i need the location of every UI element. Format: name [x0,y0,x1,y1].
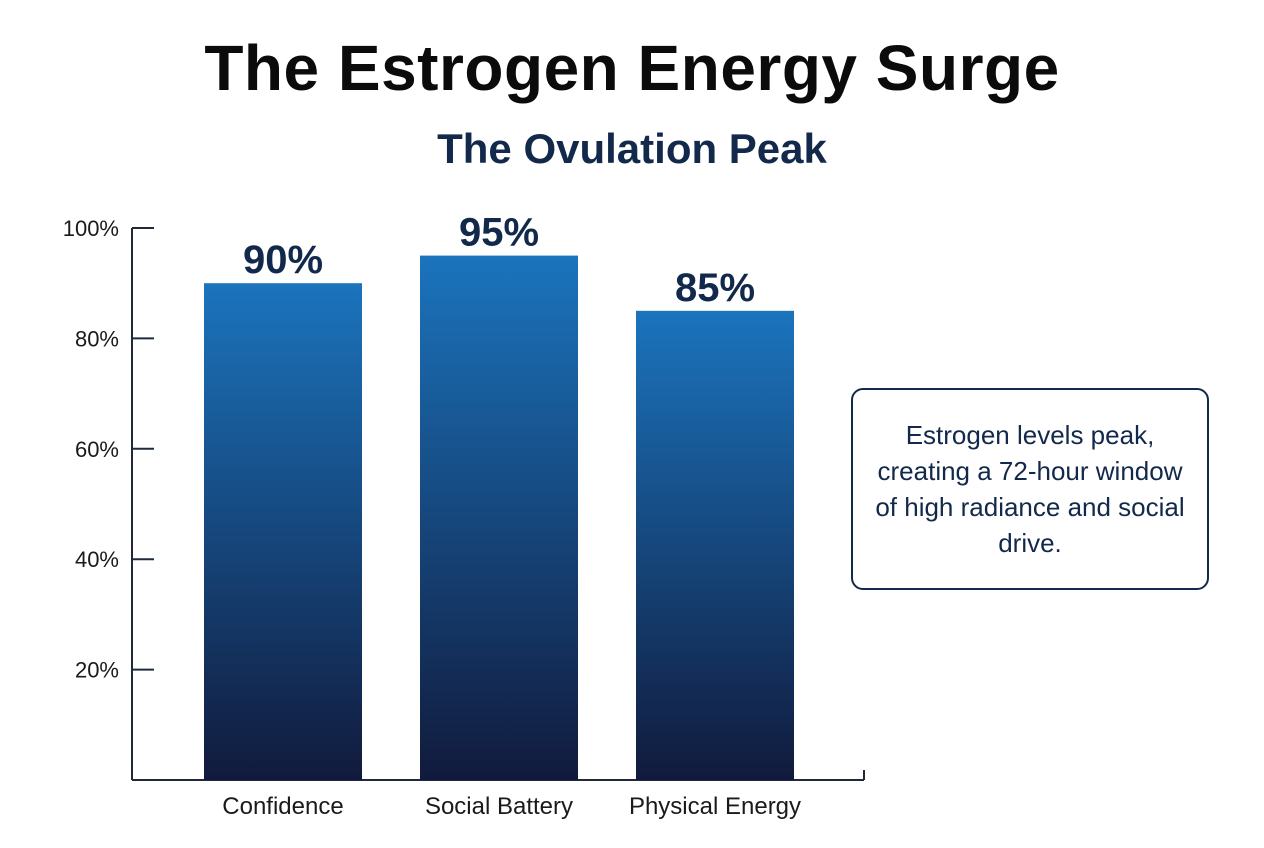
chart-subtitle: The Ovulation Peak [437,125,827,172]
y-tick-label: 20% [75,658,119,683]
y-tick-label: 60% [75,437,119,462]
annotation-text: Estrogen levels peak, creating a 72-hour… [875,420,1185,558]
chart-bars [204,255,794,781]
chart-axes: 20% 40% 60% 80% 100% [63,216,865,781]
bar-physical-energy [636,310,794,780]
bar-social-battery [420,255,578,781]
y-tick-label: 100% [63,216,119,241]
chart-labels: 90% Confidence 95% Social Battery 85% Physica… [222,211,801,820]
y-tick-label: 80% [75,326,119,351]
data-label: 95% [459,211,539,255]
annotation-callout: Estrogen levels peak, creating a 72-hour… [851,388,1209,590]
data-label: 90% [243,238,323,282]
category-label: Confidence [222,793,343,820]
category-label: Social Battery [425,793,573,820]
y-tick-label: 40% [75,547,119,572]
chart-title: The Estrogen Energy Surge [204,32,1060,104]
category-label: Physical Energy [629,793,801,820]
bar-confidence [204,283,362,780]
data-label: 85% [675,266,755,310]
